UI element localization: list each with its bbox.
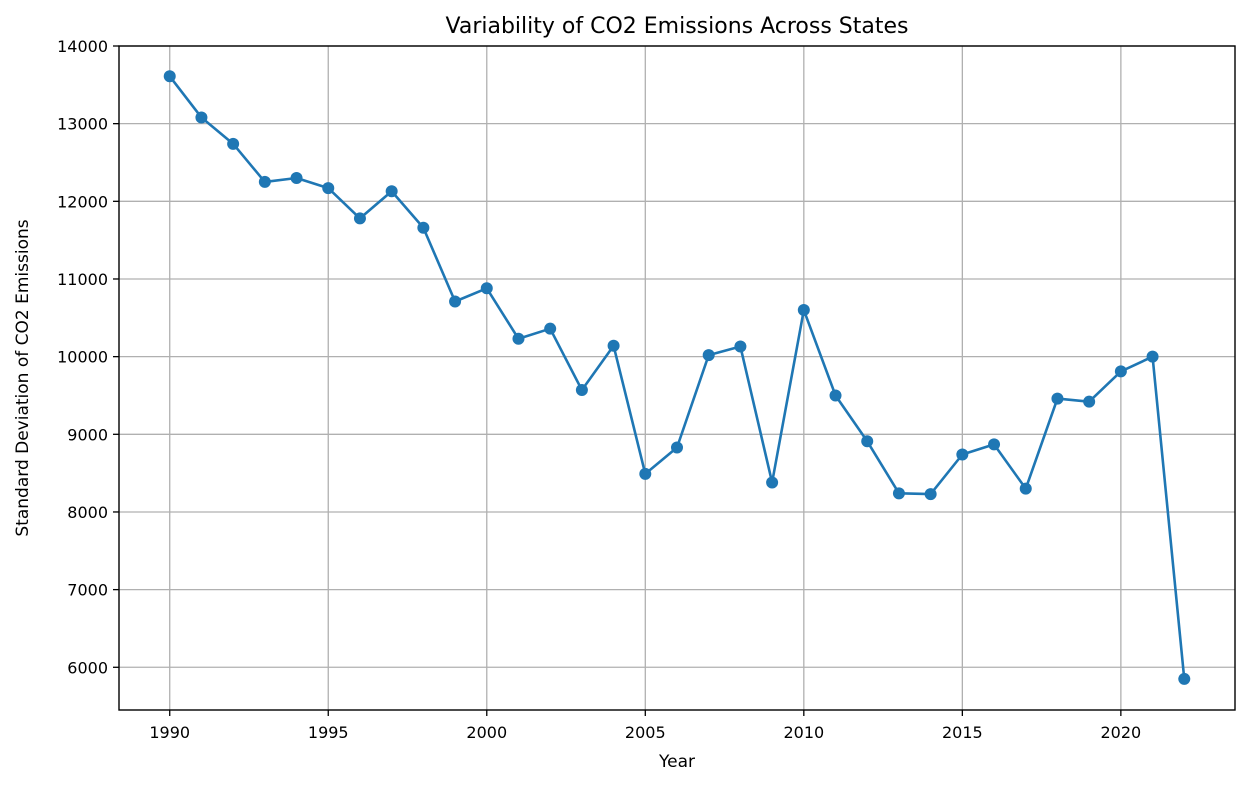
data-point [1146,350,1159,363]
x-tick-label: 2015 [942,723,983,742]
series-line-layer [168,75,1186,680]
data-point [639,467,652,480]
data-point [480,282,493,295]
x-tick-label: 2005 [625,723,666,742]
data-point [385,185,398,198]
data-point [575,384,588,397]
data-point [829,389,842,402]
data-point [512,332,525,345]
data-point [956,448,969,461]
data-point [227,137,240,150]
data-point [322,182,335,195]
data-point [1178,672,1191,685]
y-tick-label: 7000 [67,581,108,600]
data-point [258,175,271,188]
y-tick-label: 11000 [57,270,108,289]
data-point [766,476,779,489]
x-tick-label: 1990 [149,723,190,742]
y-tick-label: 6000 [67,658,108,677]
marker-layer [163,70,1191,685]
plot-area-frame [118,45,1236,711]
data-point [163,70,176,83]
y-tick-label: 14000 [57,37,108,56]
data-point [892,487,905,500]
data-point [924,488,937,501]
x-tick-label: 2000 [466,723,507,742]
y-tick-label: 12000 [57,192,108,211]
data-point [1083,395,1096,408]
data-point [702,349,715,362]
data-point [1051,392,1064,405]
data-point [734,340,747,353]
data-point [449,295,462,308]
x-axis-ticks: 1990 1995 2000 2005 2010 2015 2020 [149,710,1141,742]
grid-layer [119,45,1235,710]
y-tick-label: 10000 [57,348,108,367]
data-point [544,322,557,335]
x-tick-label: 2010 [783,723,824,742]
data-point [988,438,1001,451]
data-point [290,172,303,185]
data-point [861,435,874,448]
data-point [195,111,208,124]
y-axis-ticks: 6000 7000 8000 9000 10000 11000 12000 13000 1400… [57,37,119,677]
x-tick-label: 1995 [308,723,349,742]
y-tick-label: 9000 [67,425,108,444]
chart-title: Variability of CO2 Emissions Across Stat… [446,14,909,39]
data-point [671,441,683,454]
y-tick-label: 13000 [57,115,108,134]
data-point [1019,482,1032,495]
x-axis-label: Year [658,752,695,772]
data-point [353,212,366,225]
data-point [417,221,430,234]
y-axis-label: Standard Deviation of CO2 Emissions [13,219,33,536]
data-point [797,304,810,317]
y-tick-label: 8000 [67,503,108,522]
series-line [168,75,1186,680]
data-point [607,339,620,352]
data-point [1114,365,1127,378]
x-tick-label: 2020 [1101,723,1142,742]
